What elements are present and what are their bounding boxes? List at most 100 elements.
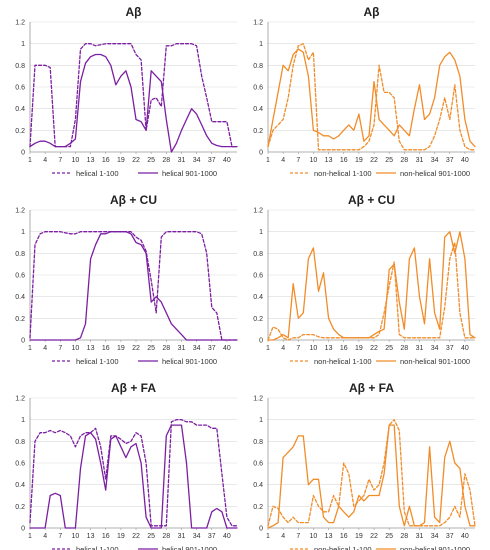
x-tick-label: 10 [310, 157, 318, 164]
x-tick-label: 4 [43, 157, 47, 164]
legend-label: non-helical 1-100 [314, 169, 372, 178]
x-tick-label: 25 [385, 157, 393, 164]
y-tick-label: 1 [21, 229, 25, 236]
x-tick-label: 19 [117, 533, 125, 540]
x-tick-label: 19 [355, 157, 363, 164]
y-tick-label: 0.4 [253, 294, 263, 301]
y-tick-label: 0.8 [15, 251, 25, 258]
x-tick-label: 13 [87, 157, 95, 164]
y-tick-label: 1 [259, 229, 263, 236]
x-tick-label: 19 [355, 533, 363, 540]
x-tick-label: 7 [296, 345, 300, 352]
x-tick-label: 40 [223, 533, 231, 540]
x-tick-label: 34 [193, 345, 201, 352]
x-tick-label: 28 [400, 157, 408, 164]
x-tick-label: 1 [266, 533, 270, 540]
series-line-dashed [29, 43, 238, 148]
x-tick-label: 7 [58, 345, 62, 352]
series-line-solid [267, 231, 476, 341]
x-tick-label: 37 [208, 533, 216, 540]
x-tick-label: 25 [147, 157, 155, 164]
y-tick-label: 1 [21, 417, 25, 424]
y-tick-label: 1.2 [253, 396, 263, 403]
x-tick-label: 40 [461, 345, 469, 352]
x-tick-label: 28 [162, 533, 170, 540]
chart-panel-2: Aβ 0 0.2 0.4 0.6 0.8 1 1.2 1 4 7 10 13 16 19 22 25 28 31 34… [253, 5, 476, 178]
x-tick-label: 13 [87, 533, 95, 540]
x-tick-label: 25 [385, 533, 393, 540]
series-line-dashed [267, 419, 476, 527]
x-tick-label: 13 [325, 533, 333, 540]
chart-panel-4: Aβ + CU 0 0.2 0.4 0.6 0.8 1 1.2 1 4 7 10 13 16 19 22 25 2… [253, 193, 476, 366]
x-tick-label: 31 [416, 533, 424, 540]
x-tick-label: 34 [431, 533, 439, 540]
chart-panel-5: Aβ + FA 0 0.2 0.4 0.6 0.8 1 1.2 1 4 7 10 13 16 19 22 25 2… [15, 381, 238, 550]
x-tick-label: 1 [28, 345, 32, 352]
y-tick-label: 0.6 [15, 461, 25, 468]
series-line-dashed [267, 43, 476, 151]
x-tick-label: 4 [281, 533, 285, 540]
y-tick-label: 1.2 [15, 20, 25, 27]
x-tick-label: 10 [72, 533, 80, 540]
y-tick-label: 0 [259, 526, 263, 533]
series-line-dashed [267, 241, 476, 341]
y-tick-label: 0 [259, 338, 263, 345]
x-tick-label: 16 [340, 157, 348, 164]
legend-label: helical 901-1000 [162, 169, 217, 178]
y-tick-label: 0.8 [15, 439, 25, 446]
series-line-solid [29, 53, 238, 153]
y-tick-label: 0.4 [15, 106, 25, 113]
x-tick-label: 4 [43, 345, 47, 352]
chart-title: Aβ [364, 5, 380, 19]
x-tick-label: 10 [72, 345, 80, 352]
series-line-solid [267, 48, 476, 148]
legend-label: helical 1-100 [76, 169, 119, 178]
x-tick-label: 1 [266, 345, 270, 352]
x-tick-label: 7 [296, 157, 300, 164]
legend-label: non-helical 901-1000 [400, 357, 470, 366]
legend-label: helical 1-100 [76, 545, 119, 550]
x-tick-label: 22 [370, 533, 378, 540]
x-tick-label: 40 [461, 157, 469, 164]
series-line-solid [267, 424, 476, 529]
chart-panel-3: Aβ + CU 0 0.2 0.4 0.6 0.8 1 1.2 1 4 7 10 13 16 19 22 25 2… [15, 193, 238, 366]
x-tick-label: 34 [193, 157, 201, 164]
chart-title: Aβ + FA [349, 381, 394, 395]
legend-label: non-helical 1-100 [314, 545, 372, 550]
x-tick-label: 25 [385, 345, 393, 352]
legend-label: helical 901-1000 [162, 357, 217, 366]
y-tick-label: 0 [259, 150, 263, 157]
x-tick-label: 19 [117, 345, 125, 352]
y-tick-label: 1 [259, 41, 263, 48]
x-tick-label: 25 [147, 533, 155, 540]
x-tick-label: 1 [28, 533, 32, 540]
y-tick-label: 0.2 [15, 316, 25, 323]
x-tick-label: 28 [400, 345, 408, 352]
y-tick-label: 0.8 [15, 63, 25, 70]
x-tick-label: 37 [446, 533, 454, 540]
legend-label: non-helical 1-100 [314, 357, 372, 366]
y-tick-label: 1.2 [253, 20, 263, 27]
x-tick-label: 10 [310, 345, 318, 352]
x-tick-label: 13 [87, 345, 95, 352]
chart-title: Aβ [126, 5, 142, 19]
y-tick-label: 0.2 [253, 504, 263, 511]
y-tick-label: 0.2 [253, 316, 263, 323]
y-tick-label: 1 [21, 41, 25, 48]
y-tick-label: 0 [21, 526, 25, 533]
y-tick-label: 0.6 [15, 273, 25, 280]
x-tick-label: 34 [193, 533, 201, 540]
x-tick-label: 37 [446, 157, 454, 164]
series-line-solid [29, 231, 238, 341]
x-tick-label: 28 [162, 157, 170, 164]
x-tick-label: 22 [132, 345, 140, 352]
x-tick-label: 22 [370, 157, 378, 164]
x-tick-label: 40 [461, 533, 469, 540]
y-tick-label: 0.6 [15, 85, 25, 92]
x-tick-label: 22 [370, 345, 378, 352]
x-tick-label: 31 [178, 533, 186, 540]
x-tick-label: 16 [102, 157, 110, 164]
x-tick-label: 31 [178, 157, 186, 164]
x-tick-label: 40 [223, 345, 231, 352]
